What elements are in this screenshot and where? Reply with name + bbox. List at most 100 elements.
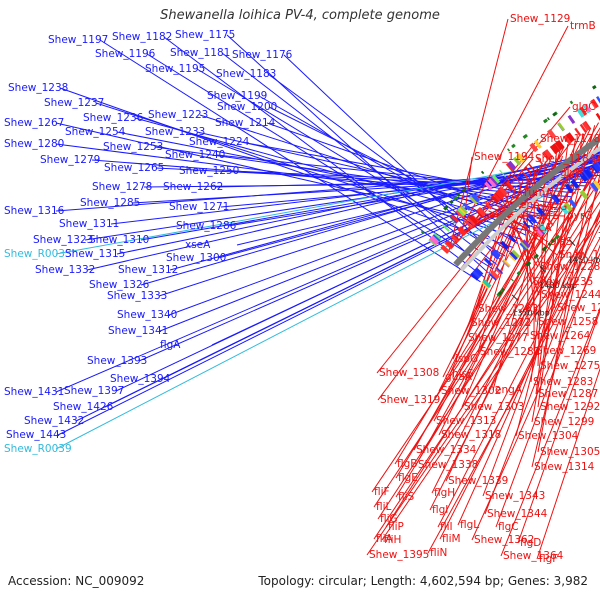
right-gene-label[interactable]: Shew_1362 [474, 534, 534, 546]
left-gene-label[interactable]: Shew_1300 [166, 252, 226, 264]
left-gene-label[interactable]: Shew_1312 [118, 264, 178, 276]
right-gene-label[interactable]: Shew_1235 [533, 276, 593, 288]
right-gene-label[interactable]: Shew_1313 [436, 415, 496, 427]
right-gene-label[interactable]: Shew_1283 [533, 376, 593, 388]
right-gene-label[interactable]: glgC [572, 101, 596, 113]
right-gene-label[interactable]: ispG [455, 353, 478, 365]
right-gene-label[interactable]: pyrG [567, 210, 592, 222]
left-gene-label[interactable]: Shew_1426 [53, 401, 114, 413]
right-gene-label[interactable]: glyA [560, 167, 584, 179]
right-gene-label[interactable]: trmB [570, 20, 596, 32]
right-gene-label[interactable]: Shew_1395 [369, 549, 429, 561]
right-gene-label[interactable]: Shew_1228 [540, 261, 600, 273]
right-gene-label[interactable]: guaA [445, 371, 473, 383]
left-gene-label[interactable]: Shew_1315 [65, 248, 125, 260]
right-gene-label[interactable]: Shew_1304 [518, 430, 579, 442]
left-gene-label[interactable]: xseA [185, 239, 211, 251]
right-gene-label[interactable]: Shew_1184 [535, 153, 596, 165]
right-gene-label[interactable]: engA [495, 384, 523, 396]
right-gene-label[interactable]: surE [536, 210, 559, 222]
left-gene-label[interactable]: Shew_1316 [4, 205, 65, 217]
left-gene-label[interactable]: Shew_1278 [92, 181, 152, 193]
right-gene-label[interactable]: fliF [374, 486, 390, 498]
left-gene-label[interactable]: Shew_1237 [44, 97, 104, 109]
right-gene-label[interactable]: Shew_1277 [468, 332, 528, 344]
left-gene-label[interactable]: Shew_1233 [145, 126, 205, 138]
left-gene-label[interactable]: Shew_1333 [107, 290, 167, 302]
left-gene-label[interactable]: Shew_1223 [148, 109, 208, 121]
right-gene-label[interactable]: Shew_1178 [540, 133, 600, 145]
left-gene-label[interactable]: Shew_1323 [33, 234, 93, 246]
left-gene-label[interactable]: Shew_1200 [217, 101, 277, 113]
right-gene-label[interactable]: Shew_1339 [448, 475, 508, 487]
right-gene-label[interactable]: Shew_1343 [485, 490, 545, 502]
right-gene-label[interactable]: flgF [539, 553, 558, 565]
left-gene-label[interactable]: Shew_1176 [232, 49, 293, 61]
right-gene-label[interactable]: Shew_1287 [538, 388, 598, 400]
right-gene-label[interactable]: flgL [460, 519, 479, 531]
left-gene-label[interactable]: Shew_1236 [83, 112, 144, 124]
left-gene-label[interactable]: Shew_1432 [24, 415, 84, 427]
left-gene-label[interactable]: Shew_1182 [112, 31, 172, 43]
right-gene-label[interactable]: Shew_1249 [557, 302, 600, 314]
right-gene-label[interactable]: fliS [398, 491, 415, 503]
left-gene-label[interactable]: Shew_1199 [207, 90, 267, 102]
left-gene-label[interactable]: Shew_R0039 [4, 443, 72, 455]
right-gene-label[interactable]: Shew_1344 [487, 508, 548, 520]
left-gene-label[interactable]: Shew_1240 [165, 149, 225, 161]
left-gene-label[interactable]: Shew_1271 [169, 201, 229, 213]
left-gene-label[interactable]: Shew_1285 [80, 197, 140, 209]
right-gene-label[interactable]: Shew_1299 [534, 416, 594, 428]
right-gene-label[interactable]: Shew_1302 [441, 385, 501, 397]
left-gene-label[interactable]: Shew_1431 [4, 386, 64, 398]
left-gene-label[interactable]: Shew_1262 [163, 181, 223, 193]
right-gene-label[interactable]: hisS [452, 368, 474, 380]
right-gene-label[interactable]: fliN [430, 547, 447, 559]
right-gene-label[interactable]: Shew_1318 [441, 429, 501, 441]
left-gene-label[interactable]: Shew_1197 [48, 34, 108, 46]
right-gene-label[interactable]: Shew_1305 [540, 446, 600, 458]
right-gene-label[interactable]: flgH [434, 487, 455, 499]
left-gene-label[interactable]: Shew_1326 [89, 279, 150, 291]
left-gene-label[interactable]: Shew_1183 [216, 68, 276, 80]
right-gene-label[interactable]: flgI [432, 504, 448, 516]
left-gene-label[interactable]: Shew_1340 [117, 309, 177, 321]
left-gene-label[interactable]: Shew_1195 [145, 63, 205, 75]
right-gene-label[interactable]: Shew_1314 [534, 461, 595, 473]
right-gene-label[interactable]: eno [520, 199, 540, 211]
right-gene-label[interactable]: Shew_1258 [538, 316, 598, 328]
left-gene-label[interactable]: Shew_1286 [176, 220, 237, 232]
right-gene-label[interactable]: recA [528, 222, 552, 234]
left-gene-label[interactable]: Shew_R0033 [4, 248, 72, 260]
right-gene-label[interactable]: fliI [440, 521, 453, 533]
left-gene-label[interactable]: Shew_1443 [6, 429, 66, 441]
left-gene-label[interactable]: Shew_1238 [8, 82, 68, 94]
left-gene-label[interactable]: Shew_1224 [189, 136, 250, 148]
right-gene-label[interactable]: Shew_1308 [379, 367, 439, 379]
left-gene-label[interactable]: Shew_1310 [89, 234, 149, 246]
left-gene-label[interactable]: Shew_1196 [95, 48, 156, 60]
left-gene-label[interactable]: Shew_1332 [35, 264, 95, 276]
right-gene-label[interactable]: flgD [520, 537, 541, 549]
right-gene-label[interactable]: Shew_1129 [510, 13, 570, 25]
left-gene-label[interactable]: Shew_1250 [179, 165, 239, 177]
right-gene-label[interactable]: fliG [380, 513, 398, 525]
right-gene-label[interactable]: Shew_1222 [559, 249, 600, 261]
right-gene-label[interactable]: Shew_1319 [380, 394, 440, 406]
right-gene-label[interactable]: Shew_1244 [541, 289, 600, 301]
right-gene-label[interactable]: fliL [376, 501, 392, 513]
right-gene-label[interactable]: Shew_1275 [540, 360, 600, 372]
left-gene-label[interactable]: Shew_1311 [59, 218, 119, 230]
right-gene-label[interactable]: Shew_1364 [503, 550, 564, 562]
left-gene-label[interactable]: Shew_1214 [215, 117, 276, 129]
right-gene-label[interactable]: Shew_1282 [480, 346, 540, 358]
right-gene-label[interactable]: fliP [388, 521, 404, 533]
left-gene-label[interactable]: Shew_1181 [170, 47, 230, 59]
left-gene-label[interactable]: Shew_1279 [40, 154, 100, 166]
left-gene-label[interactable]: Shew_1253 [103, 141, 163, 153]
right-gene-label[interactable]: Shew_1334 [416, 444, 477, 456]
left-gene-label[interactable]: Shew_1280 [4, 138, 64, 150]
right-gene-label[interactable]: alaS [550, 236, 573, 248]
right-gene-label[interactable]: fliH [384, 534, 401, 546]
right-gene-label[interactable]: Shew_1303 [464, 401, 524, 413]
